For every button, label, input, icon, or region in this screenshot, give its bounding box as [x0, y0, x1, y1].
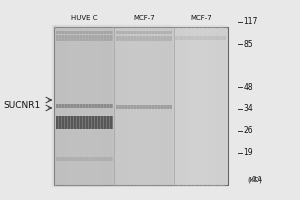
Text: SUCNR1: SUCNR1 [4, 101, 41, 110]
Text: 48: 48 [243, 83, 253, 92]
Bar [116, 105, 172, 109]
Bar [56, 157, 113, 161]
Text: 26: 26 [243, 126, 253, 135]
Bar [56, 116, 113, 129]
Text: 34: 34 [243, 104, 253, 113]
Bar [116, 36, 172, 41]
Text: 117: 117 [243, 17, 257, 26]
Text: 19: 19 [243, 148, 253, 157]
Bar [56, 31, 113, 34]
Text: MCF-7: MCF-7 [133, 15, 155, 21]
Bar [176, 36, 226, 40]
Text: (kD): (kD) [247, 176, 262, 183]
Bar [174, 27, 228, 185]
Text: MCF-7: MCF-7 [190, 15, 212, 21]
Bar [116, 31, 172, 34]
Text: 0.1: 0.1 [252, 176, 263, 182]
Text: 85: 85 [243, 40, 253, 49]
Bar [56, 35, 113, 41]
Text: HUVE C: HUVE C [71, 15, 98, 21]
Bar [114, 27, 174, 185]
Bar [54, 27, 228, 185]
Bar [56, 104, 113, 108]
Bar [54, 27, 114, 185]
